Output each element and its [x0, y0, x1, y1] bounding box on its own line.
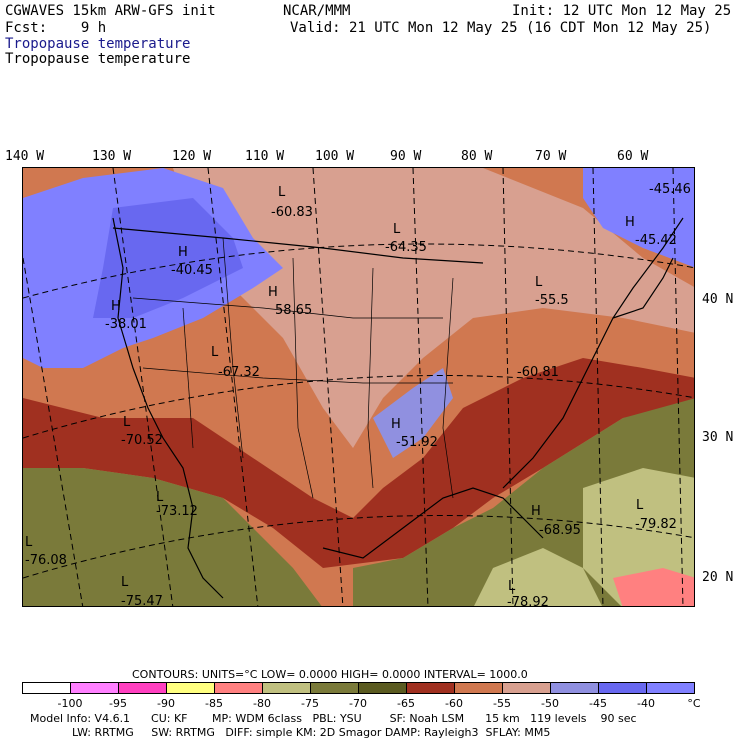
center-value: -75.47	[121, 594, 163, 607]
forecast-hour: Fcst: 9 h	[5, 20, 107, 36]
lon-label: 90 W	[390, 149, 422, 164]
shade-khaki-s	[474, 548, 602, 606]
valid-time: Valid: 21 UTC Mon 12 May 25 (16 CDT Mon …	[290, 20, 712, 36]
shade-darkred	[23, 358, 694, 568]
lon-label: 120 W	[172, 149, 212, 164]
center-value: -67.32	[218, 365, 260, 380]
state-borders	[132, 237, 454, 499]
colorbar-swatch	[406, 682, 455, 694]
center-letter: H	[268, 285, 278, 300]
pressure-labels: L -60.83 L -64.35 -45.46 H -45.42 H -40.…	[25, 182, 691, 607]
colorbar-swatch	[454, 682, 503, 694]
shaded-field-title: Tropopause temperature	[5, 36, 191, 52]
colorbar-swatch	[502, 682, 551, 694]
lon-label: 80 W	[461, 149, 493, 164]
contours-info: CONTOURS: UNITS=°C LOW= 0.0000 HIGH= 0.0…	[132, 668, 528, 681]
shade-blue-nw-inner	[93, 198, 243, 318]
center-letter: H	[111, 299, 121, 314]
center-value: -68.95	[539, 523, 581, 538]
center-letter: L	[25, 535, 33, 550]
colorbar-label: -85	[205, 697, 223, 710]
colorbar-label: -45	[589, 697, 607, 710]
organization: NCAR/MMM	[283, 3, 351, 19]
center-letter: L	[535, 275, 543, 290]
init-time: Init: 12 UTC Mon 12 May 25	[512, 3, 732, 19]
lon-label: 130 W	[92, 149, 132, 164]
center-letter: L	[123, 415, 131, 430]
colorbar-label: -75	[301, 697, 319, 710]
shade-olive-sw	[23, 468, 322, 606]
colorbar-swatch	[166, 682, 215, 694]
lon-label: 140 W	[5, 149, 45, 164]
center-letter: L	[278, 185, 286, 200]
center-value: -55.5	[535, 293, 569, 308]
lon-label: 60 W	[617, 149, 649, 164]
colorbar-label: -55	[493, 697, 511, 710]
lat-label: 30 N	[702, 430, 734, 445]
colorbar-label: -80	[253, 697, 271, 710]
lat-label: 20 N	[702, 570, 734, 585]
center-letter: H	[178, 245, 188, 260]
center-letter: L	[393, 222, 401, 237]
center-value: -60.81	[517, 365, 559, 380]
center-value: -45.42	[635, 233, 677, 248]
colorbar-swatch	[550, 682, 599, 694]
colorbar-label: -100	[57, 697, 83, 710]
lon-label: 70 W	[535, 149, 567, 164]
colorbar-label: -90	[157, 697, 175, 710]
center-letter: L	[121, 575, 129, 590]
center-letter: H	[391, 417, 401, 432]
colorbar-swatch	[646, 682, 695, 694]
colorbar-label: °C	[687, 697, 701, 710]
center-value: -45.46	[649, 182, 691, 197]
shade-pale	[173, 168, 694, 448]
center-value: -76.08	[25, 553, 67, 568]
map-svg: L -60.83 L -64.35 -45.46 H -45.42 H -40.…	[23, 168, 694, 607]
center-value: -79.82	[635, 517, 677, 532]
colorbar-swatch	[358, 682, 407, 694]
center-value: -78.92	[507, 595, 549, 607]
colorbar-label: -60	[445, 697, 463, 710]
center-value: 58.65	[275, 303, 312, 318]
colorbar-label: -40	[637, 697, 655, 710]
center-letter: L	[636, 498, 644, 513]
center-letter: L	[156, 490, 164, 505]
center-value: -38.01	[105, 317, 147, 332]
center-value: -40.45	[171, 263, 213, 278]
model-info-line2: LW: RRTMG SW: RRTMG DIFF: simple KM: 2D …	[30, 726, 551, 739]
colorbar-swatch	[262, 682, 311, 694]
center-letter: H	[625, 215, 635, 230]
colorbar-swatch	[598, 682, 647, 694]
model-title: CGWAVES 15km ARW-GFS init	[5, 3, 216, 19]
colorbar-label: -95	[109, 697, 127, 710]
center-value: -73.12	[156, 504, 198, 519]
lon-label: 110 W	[245, 149, 285, 164]
center-letter: L	[508, 579, 516, 594]
model-info-line1: Model Info: V4.6.1 CU: KF MP: WDM 6class…	[30, 712, 637, 725]
contour-field-title: Tropopause temperature	[5, 51, 191, 67]
shade-pink	[613, 568, 694, 606]
colorbar-swatch	[70, 682, 119, 694]
grid-lines	[23, 168, 694, 606]
colorbar-label: -65	[397, 697, 415, 710]
colorbar-swatch	[22, 682, 71, 694]
center-value: -51.92	[396, 435, 438, 450]
center-letter: L	[211, 345, 219, 360]
center-letter: H	[531, 504, 541, 519]
center-value: -70.52	[121, 433, 163, 448]
colorbar-swatch	[118, 682, 167, 694]
colorbar-label: -70	[349, 697, 367, 710]
colorbar-label: -50	[541, 697, 559, 710]
map-panel: L -60.83 L -64.35 -45.46 H -45.42 H -40.…	[22, 167, 695, 607]
shade-purple-central	[373, 368, 453, 458]
coastlines	[112, 217, 684, 599]
colorbar-swatch	[214, 682, 263, 694]
center-value: -64.35	[385, 240, 427, 255]
lon-label: 100 W	[315, 149, 355, 164]
center-value: -60.83	[271, 205, 313, 220]
colorbar-swatch	[310, 682, 359, 694]
lat-label: 40 N	[702, 292, 734, 307]
